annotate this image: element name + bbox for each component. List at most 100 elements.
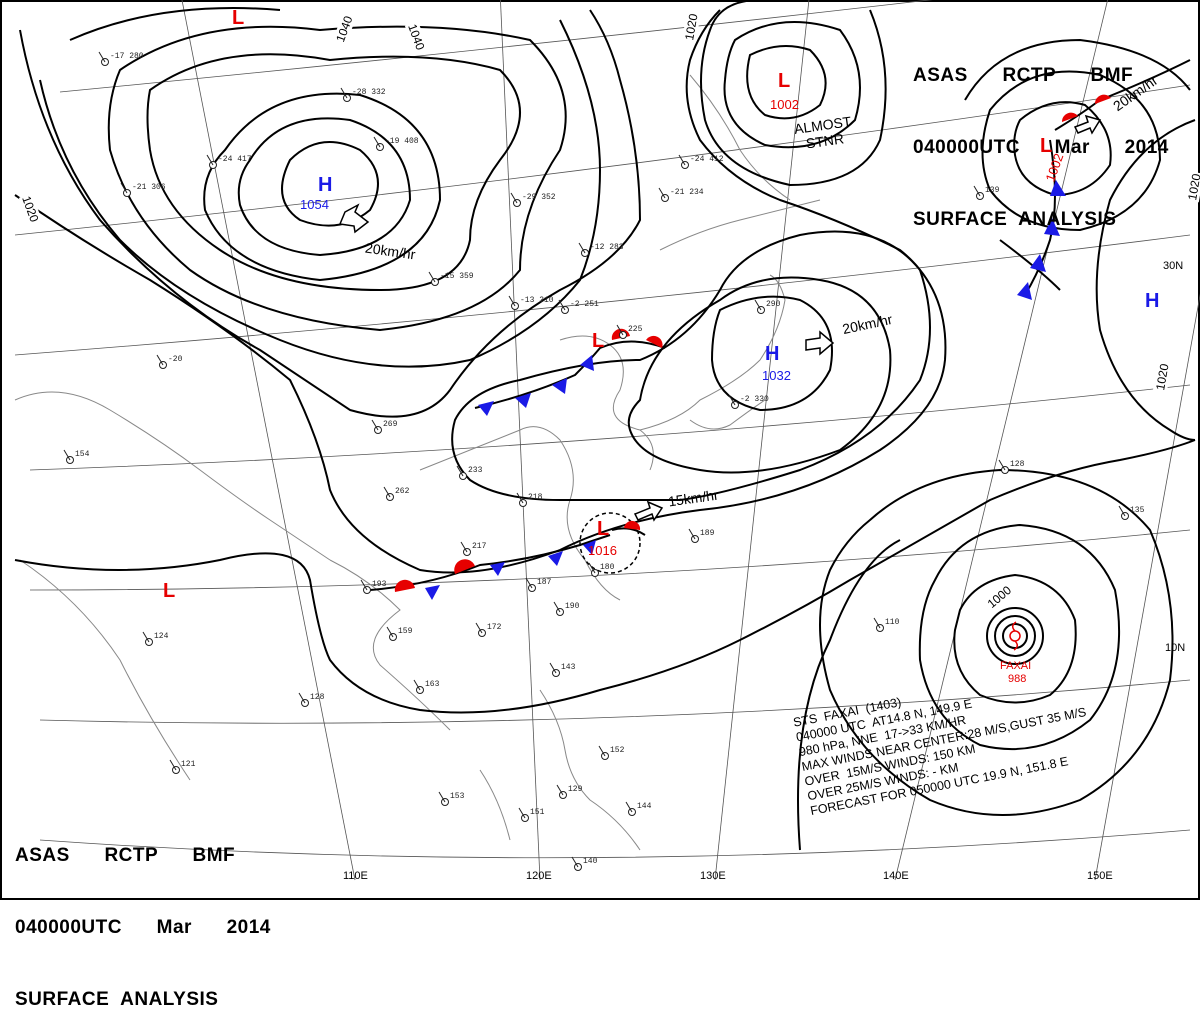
typhoon-icon (1012, 621, 1018, 651)
station-plot: -24 417 (218, 155, 252, 164)
wind-barb (373, 136, 381, 148)
wind-barb (438, 791, 446, 803)
lat-line (14, 84, 1191, 236)
wind-barb (558, 299, 566, 311)
wind-barb (549, 662, 557, 674)
station-plot: -21 234 (670, 188, 704, 197)
coastline (479, 769, 511, 841)
low-pressure-letter: L (778, 70, 791, 92)
lat-line (14, 234, 1191, 356)
isobar (203, 92, 442, 282)
front-line (1024, 139, 1056, 296)
isobar (1095, 119, 1196, 441)
wind-barb (616, 324, 624, 336)
low-pressure-letter: L (1040, 135, 1053, 157)
wind-barb (556, 784, 564, 796)
wind-barb (571, 856, 579, 868)
isobar (1013, 101, 1112, 197)
wind-barb (578, 242, 586, 254)
station-plot: 163 (425, 680, 440, 689)
isobar (451, 230, 931, 502)
isobar (237, 117, 412, 257)
isobar (746, 45, 827, 120)
wind-barb (298, 692, 306, 704)
wind-barb (120, 182, 128, 194)
isobar (107, 25, 567, 332)
wind-barb (456, 465, 464, 477)
station-plot: 128 (1010, 460, 1025, 469)
station-plot: 144 (637, 802, 652, 811)
low-center-circle (579, 512, 641, 574)
isobar (627, 276, 892, 474)
wind-barb (678, 154, 686, 166)
lat-line (39, 679, 1191, 724)
wind-barb (169, 759, 177, 771)
station-plot: 218 (528, 493, 543, 502)
cold-front-triangle (1017, 282, 1032, 300)
header-line1: ASAS RCTP BMF (15, 845, 236, 866)
wind-barb (754, 299, 762, 311)
wind-barb (516, 492, 524, 504)
cold-front-triangle (548, 551, 563, 566)
typhoon-pressure: 988 (1008, 673, 1027, 685)
wind-barb (518, 807, 526, 819)
movement-arrow-icon (633, 500, 664, 522)
coastline (419, 426, 621, 601)
longitude-label: 140E (883, 870, 909, 882)
wind-barb (386, 626, 394, 638)
station-plot: -13 310 (520, 296, 554, 305)
lon-line (714, 0, 810, 881)
latitude-label: 10N (1165, 642, 1186, 654)
wind-barb (873, 617, 881, 629)
coastline (639, 274, 786, 431)
coastline (539, 689, 641, 851)
high-pressure-letter: H (1145, 290, 1160, 312)
wind-barb (658, 187, 666, 199)
high-pressure-letter: H (765, 343, 780, 365)
wind-barb (508, 295, 516, 307)
cold-front-triangle (583, 540, 596, 555)
station-plot: 110 (885, 618, 900, 627)
isobar (797, 539, 901, 851)
lat-line (29, 384, 1191, 471)
wind-barb (383, 486, 391, 498)
isobar (39, 7, 602, 368)
header-line1: ASAS RCTP BMF (913, 65, 1134, 86)
longitude-label: 130E (700, 870, 726, 882)
wind-barb (598, 745, 606, 757)
coastline (689, 399, 766, 430)
low-pressure-letter: L (232, 7, 245, 29)
low-pressure-letter: L (597, 518, 610, 540)
wind-barb (460, 541, 468, 553)
station-plot: 217 (472, 542, 487, 551)
cold-front-east (1017, 59, 1191, 300)
station-plot: 128 (310, 693, 325, 702)
station-plot: 190 (565, 602, 580, 611)
lon-line (1094, 293, 1200, 881)
header-top-right: ASAS RCTP BMF 040000UTC Mar 2014 SURFACE… (913, 16, 1169, 256)
station-plot: 154 (75, 450, 90, 459)
station-plot: -15 359 (440, 272, 474, 281)
isobar (700, 0, 887, 187)
station-plot: -2 330 (740, 395, 769, 404)
header-line3: SURFACE ANALYSIS (15, 989, 219, 1010)
station-plot: 152 (610, 746, 625, 755)
header-line2: 040000UTC Mar 2014 (15, 917, 271, 938)
front-line (611, 527, 646, 536)
wind-barb (688, 528, 696, 540)
header-line2: 040000UTC Mar 2014 (913, 137, 1169, 158)
high-pressure-value: 1054 (300, 197, 329, 212)
isobar (281, 141, 379, 227)
isobar (19, 9, 642, 418)
low-pressure-value: 1002 (770, 97, 799, 112)
cold-front-triangle (580, 355, 594, 371)
wind-barb (413, 679, 421, 691)
warm-front-semicircle (624, 520, 641, 530)
lon-line (500, 0, 541, 881)
station-plot: 193 (372, 580, 387, 589)
lon-line (894, 0, 1108, 881)
coastline (329, 559, 451, 731)
coastline (559, 335, 654, 471)
station-plot: 233 (468, 466, 483, 475)
wind-barb (142, 631, 150, 643)
